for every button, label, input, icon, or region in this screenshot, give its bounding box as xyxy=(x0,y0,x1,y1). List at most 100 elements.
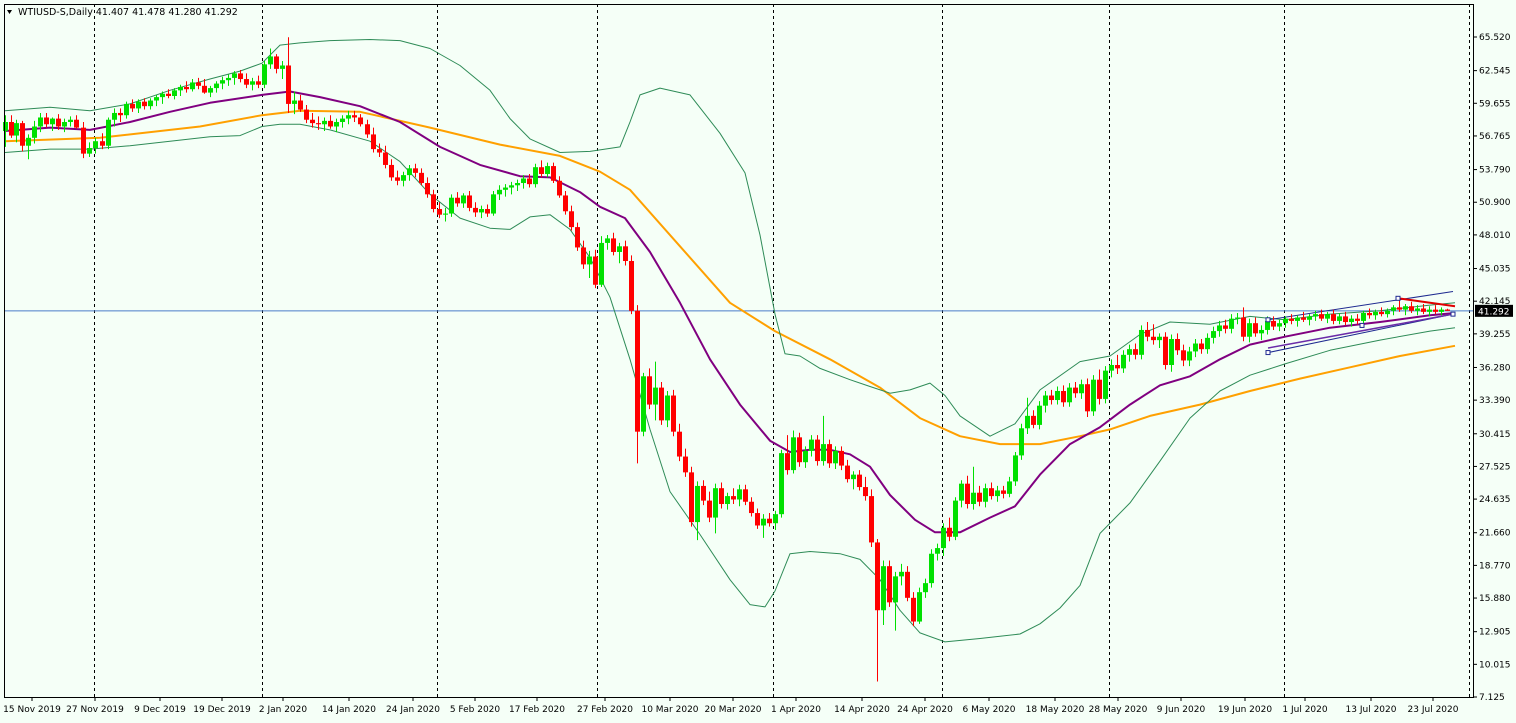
candle xyxy=(328,115,333,129)
period-separators xyxy=(94,4,1470,697)
candle-body xyxy=(346,115,351,119)
candle xyxy=(689,466,694,527)
candle-body xyxy=(1289,318,1294,321)
trendline-handles[interactable] xyxy=(1265,295,1456,356)
candle-body xyxy=(617,246,622,252)
time-tick-label: 10 Mar 2020 xyxy=(641,705,698,715)
candle xyxy=(1277,319,1282,332)
candle-body xyxy=(695,485,700,523)
candle-body xyxy=(226,77,231,81)
candle xyxy=(1031,410,1036,429)
candle xyxy=(923,578,928,598)
candle xyxy=(196,77,201,90)
indicator-line xyxy=(1397,297,1456,308)
triangle-down-icon[interactable] xyxy=(7,10,12,14)
trendline-handle[interactable] xyxy=(1359,322,1365,328)
candle-body xyxy=(659,387,664,421)
candle-body xyxy=(539,167,544,174)
candle-body xyxy=(292,100,297,104)
candle xyxy=(869,489,874,547)
candle-body xyxy=(491,194,496,214)
candle-body xyxy=(220,80,225,84)
candle xyxy=(419,168,424,186)
candle-body xyxy=(707,500,712,518)
indicator-line xyxy=(4,39,1456,437)
candle xyxy=(1079,379,1084,399)
candle xyxy=(1061,385,1066,407)
candle-body xyxy=(1445,309,1450,311)
trendline-handle[interactable] xyxy=(1395,295,1401,301)
trendline-handle[interactable] xyxy=(1265,317,1271,323)
price-tick-label: 24.635 xyxy=(1479,495,1511,505)
candle xyxy=(202,79,207,94)
candle xyxy=(1421,303,1426,315)
candle-body xyxy=(1091,379,1096,412)
candle-body xyxy=(190,82,195,90)
candle-body xyxy=(26,137,31,146)
candle xyxy=(527,173,532,188)
indicator-line xyxy=(4,90,1456,534)
symbol-line: WTIUSD-S,Daily 41.407 41.478 41.280 41.2… xyxy=(18,7,238,18)
candle-body xyxy=(1187,351,1192,361)
candle-body xyxy=(731,496,736,500)
candle xyxy=(683,448,688,477)
candle xyxy=(779,449,784,518)
candle-body xyxy=(503,187,508,190)
current-price-label: 41.292 xyxy=(1475,304,1513,317)
candle xyxy=(160,91,165,104)
candle xyxy=(965,475,970,509)
candle xyxy=(1427,306,1432,317)
candle xyxy=(881,560,886,625)
candle-body xyxy=(1343,316,1348,323)
candle xyxy=(1439,307,1444,316)
candle xyxy=(1019,423,1024,460)
candle-body xyxy=(238,73,243,80)
price-tick-label: 59.655 xyxy=(1479,99,1511,109)
candle xyxy=(953,497,958,541)
candle-body xyxy=(1391,307,1396,311)
candle-body xyxy=(1397,307,1402,310)
candle xyxy=(497,185,502,200)
trendline-handle[interactable] xyxy=(1450,311,1456,317)
candle-body xyxy=(899,571,904,577)
trendline-handle[interactable] xyxy=(1265,350,1271,356)
candle-body xyxy=(701,485,706,501)
candle xyxy=(1403,303,1408,316)
candle-body xyxy=(905,571,910,598)
candle xyxy=(647,368,652,410)
candle xyxy=(425,177,430,198)
candle xyxy=(815,435,820,466)
candle-body xyxy=(1247,323,1252,337)
time-tick-label: 1 Jul 2020 xyxy=(1282,705,1327,715)
candle xyxy=(671,389,676,437)
candle xyxy=(845,459,850,483)
candle xyxy=(389,159,394,181)
candle xyxy=(1145,322,1150,342)
candle xyxy=(87,142,92,158)
candle xyxy=(467,190,472,212)
candle xyxy=(743,484,748,506)
candle xyxy=(959,480,964,508)
candle xyxy=(310,112,315,128)
candle-body xyxy=(286,65,291,104)
candle-body xyxy=(316,123,321,125)
price-axis: 65.520 62.545 59.655 56.765 53.790 50.900 48.0… xyxy=(1473,33,1511,703)
candle xyxy=(947,517,952,542)
candle xyxy=(1043,390,1048,413)
candle xyxy=(1445,308,1450,311)
candle-body xyxy=(1241,317,1246,337)
candle-body xyxy=(1301,317,1306,320)
candle xyxy=(593,249,598,289)
candle xyxy=(791,430,796,474)
candle xyxy=(545,162,550,178)
candle-body xyxy=(725,496,730,505)
candle-body xyxy=(971,492,976,505)
candle xyxy=(238,70,243,83)
candle xyxy=(232,71,237,85)
price-tick-label: 65.520 xyxy=(1479,33,1511,43)
candle xyxy=(1325,311,1330,324)
candle xyxy=(515,179,520,191)
candle-body xyxy=(1283,318,1288,324)
